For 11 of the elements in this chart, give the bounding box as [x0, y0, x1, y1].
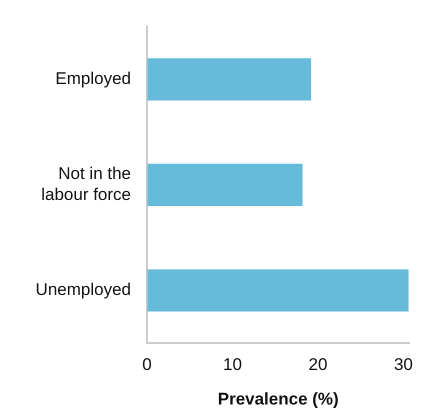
- x-axis-title: Prevalence (%): [218, 389, 339, 408]
- y-tick-label: Employed: [55, 69, 131, 88]
- y-tick-label: Unemployed: [36, 280, 131, 300]
- bar: [148, 269, 409, 312]
- x-tick-label: 10: [223, 355, 242, 374]
- bar: [148, 164, 303, 206]
- bar: [148, 58, 312, 100]
- y-tick-label: Not in the labour force: [41, 164, 131, 204]
- x-tick-label: 20: [308, 355, 328, 374]
- x-tick-label: 0: [142, 355, 152, 374]
- x-tick-label: 30: [394, 355, 413, 374]
